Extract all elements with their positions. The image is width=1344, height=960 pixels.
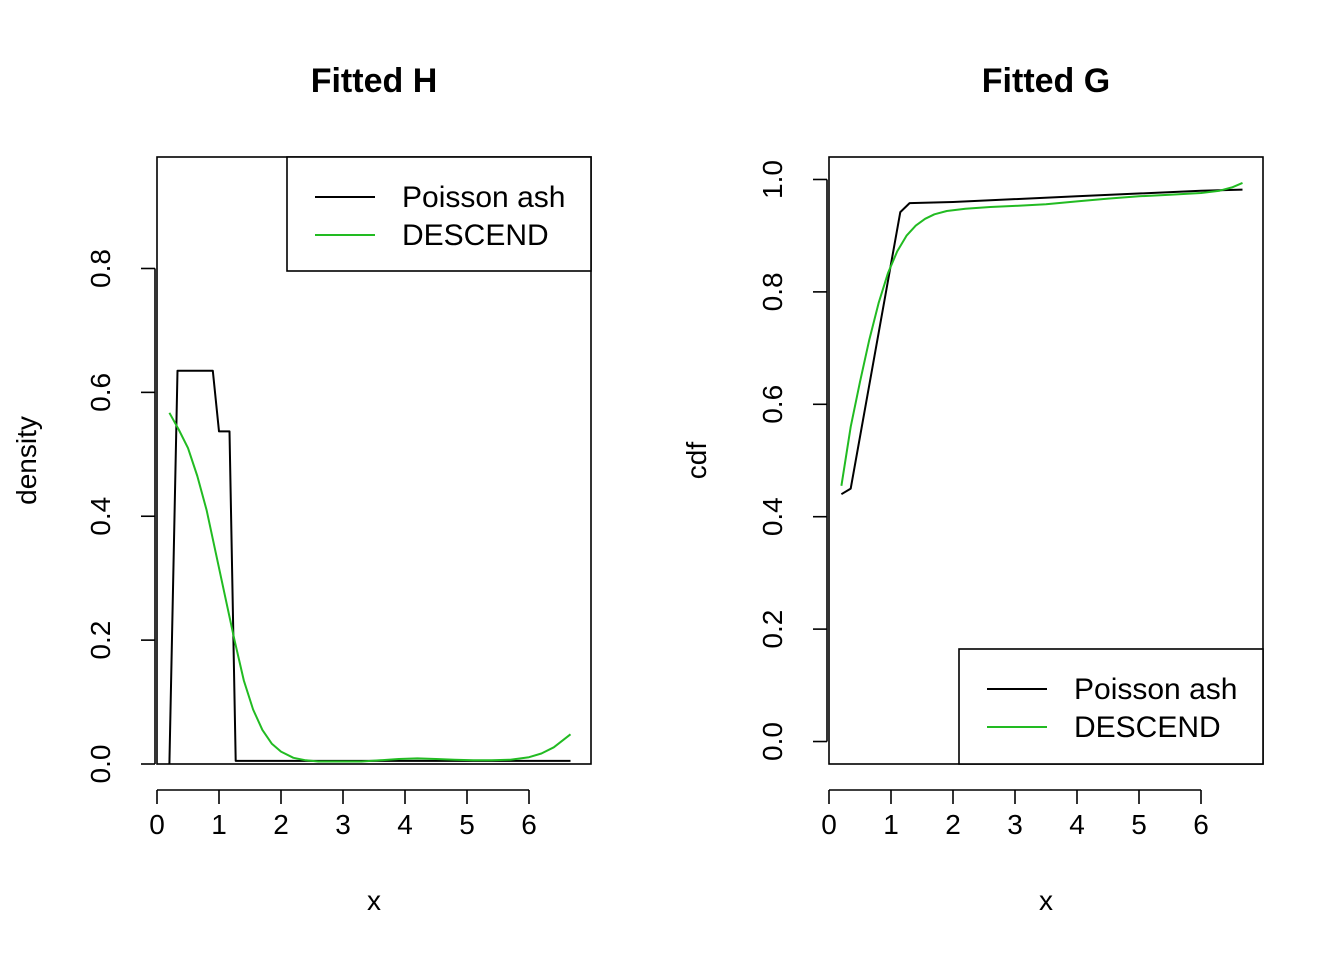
panel-fitted-g: Fitted G 0 1 2 3 4 5 6 0.0 0.2 0.4 0.6 0.8 1.0 x cdf Poi… xyxy=(681,62,1264,916)
legend-box xyxy=(286,156,592,272)
series-line-descend xyxy=(168,412,572,763)
x-tick-label: 1 xyxy=(883,809,899,840)
legend-label-poisson-ash: Poisson ash xyxy=(402,181,565,214)
y-tick-label: 0.4 xyxy=(757,497,788,536)
legend-box xyxy=(958,648,1264,765)
y-axis-label: density xyxy=(11,416,42,505)
y-tick-label: 0.8 xyxy=(757,272,788,311)
x-tick-label: 2 xyxy=(945,809,961,840)
legend: Poisson ash DESCEND xyxy=(958,648,1264,765)
chart-title: Fitted H xyxy=(311,62,438,100)
series-line-descend xyxy=(840,181,1243,486)
legend-label-poisson-ash: Poisson ash xyxy=(1074,673,1237,706)
x-tick-label: 3 xyxy=(335,809,351,840)
x-tick-label: 1 xyxy=(211,809,227,840)
panel-fitted-h: Fitted H 0 1 2 3 4 5 6 0.0 0.2 0.4 0.6 0.8 x density Po… xyxy=(11,62,592,916)
legend-label-descend: DESCEND xyxy=(402,219,549,252)
y-tick-label: 0.0 xyxy=(757,722,788,761)
y-tick-label: 0.8 xyxy=(85,249,116,288)
x-axis-label: x xyxy=(367,885,381,916)
y-axis: 0.0 0.2 0.4 0.6 0.8 1.0 xyxy=(757,160,828,761)
x-axis: 0 1 2 3 4 5 6 xyxy=(149,789,537,840)
y-tick-label: 0.6 xyxy=(757,385,788,424)
x-axis-label: x xyxy=(1039,885,1053,916)
y-tick-label: 0.4 xyxy=(85,497,116,536)
legend-label-descend: DESCEND xyxy=(1074,711,1221,744)
x-tick-label: 5 xyxy=(1131,809,1147,840)
legend: Poisson ash DESCEND xyxy=(286,156,592,272)
x-axis: 0 1 2 3 4 5 6 xyxy=(821,789,1209,840)
x-tick-label: 2 xyxy=(273,809,289,840)
chart-title: Fitted G xyxy=(982,62,1110,100)
x-tick-label: 3 xyxy=(1007,809,1023,840)
x-tick-label: 4 xyxy=(1069,809,1085,840)
x-tick-label: 0 xyxy=(149,809,165,840)
series-line-poisson-ash xyxy=(840,188,1243,496)
series-line-poisson-ash xyxy=(168,369,571,765)
y-tick-label: 1.0 xyxy=(757,160,788,199)
x-tick-label: 5 xyxy=(459,809,475,840)
x-tick-label: 6 xyxy=(1193,809,1209,840)
x-tick-label: 0 xyxy=(821,809,837,840)
y-tick-label: 0.6 xyxy=(85,373,116,412)
x-tick-label: 6 xyxy=(521,809,537,840)
x-tick-label: 4 xyxy=(397,809,413,840)
y-axis: 0.0 0.2 0.4 0.6 0.8 xyxy=(85,249,156,784)
y-axis-label: cdf xyxy=(681,442,712,480)
y-tick-label: 0.0 xyxy=(85,745,116,784)
y-tick-label: 0.2 xyxy=(85,621,116,660)
y-tick-label: 0.2 xyxy=(757,610,788,649)
